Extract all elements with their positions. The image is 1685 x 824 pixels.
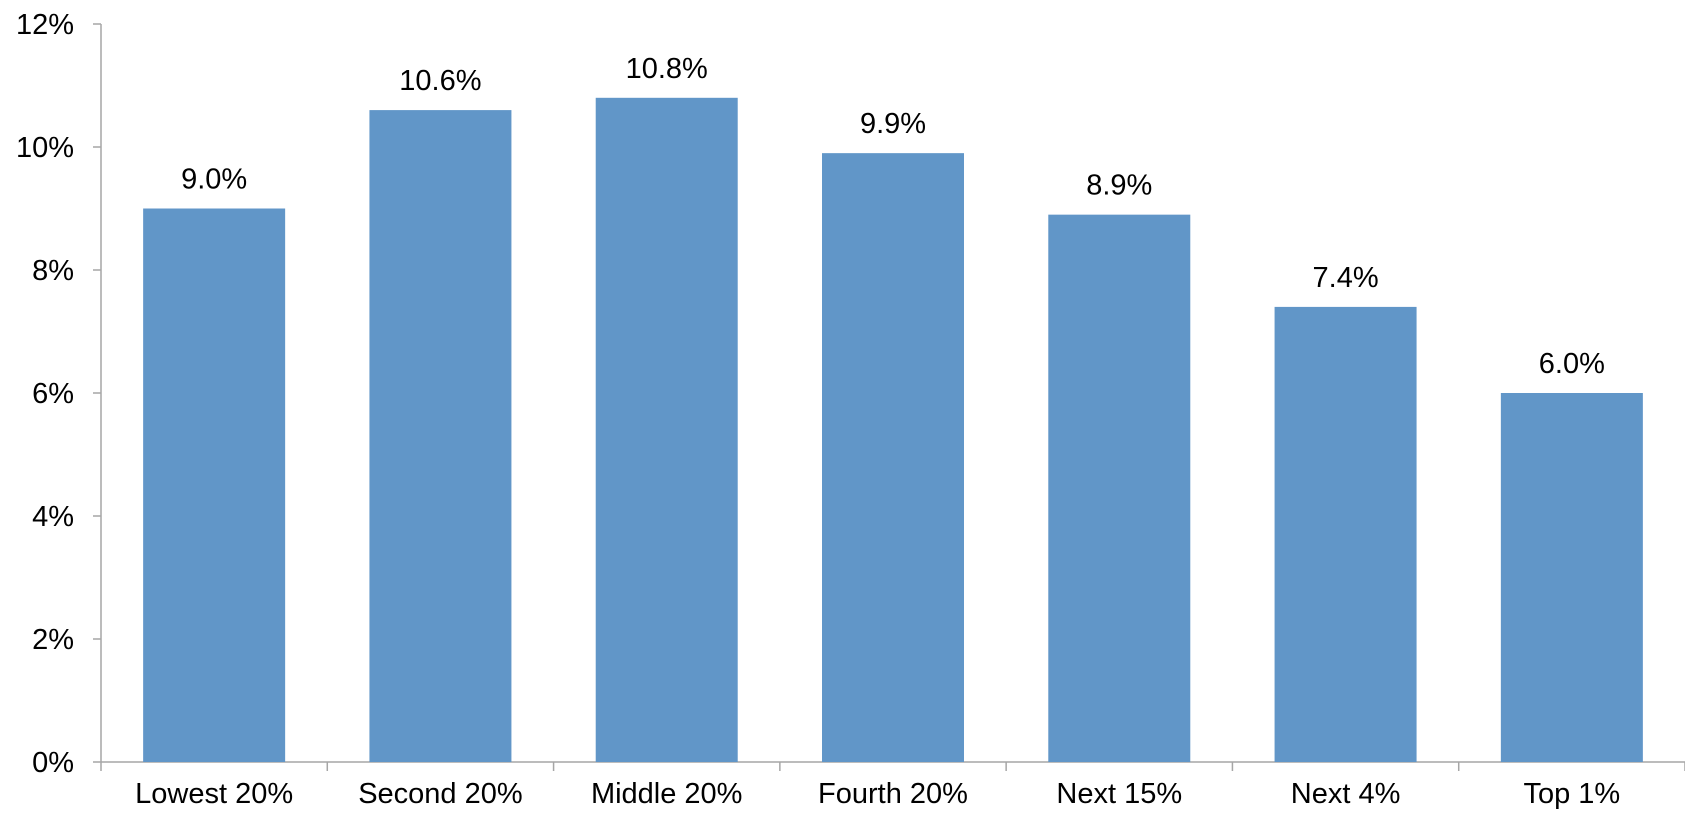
x-category-label: Middle 20% [591, 778, 743, 810]
bar-value-label: 7.4% [1313, 262, 1379, 294]
x-axis: Lowest 20% Second 20% Middle 20% Fourth 20%… [100, 761, 1685, 810]
bar-value-label: 6.0% [1539, 348, 1605, 380]
x-category-label: Lowest 20% [135, 778, 293, 810]
x-category-label: Top 1% [1523, 778, 1620, 810]
bars [143, 97, 1643, 763]
y-tick-label: 8% [32, 255, 74, 287]
bar [822, 153, 964, 762]
y-tick-label: 4% [32, 501, 74, 533]
bar [1500, 393, 1643, 762]
y-tick-label: 2% [32, 624, 74, 656]
bar [595, 97, 738, 763]
bar-value-label: 9.0% [181, 164, 247, 196]
bar [143, 208, 286, 762]
bar [1048, 214, 1191, 762]
bar [369, 110, 512, 763]
y-tick-label: 12% [16, 9, 74, 41]
bar-value-label: 10.6% [399, 65, 481, 97]
y-tick-label: 10% [16, 132, 74, 164]
bar [1274, 306, 1417, 762]
bar-value-label: 8.9% [1086, 170, 1152, 202]
bar-value-label: 10.8% [626, 53, 708, 85]
data-labels: 9.0% 10.6% 10.8% 9.9% 8.9% 7.4% 6.0% [181, 53, 1605, 380]
x-category-label: Next 15% [1056, 778, 1182, 810]
y-tick-label: 6% [32, 378, 74, 410]
y-axis: 0% 2% 4% 6% 8% 10% 12% [16, 9, 102, 779]
x-category-label: Next 4% [1291, 778, 1401, 810]
x-category-label: Second 20% [358, 778, 522, 810]
y-tick-label: 0% [32, 747, 74, 779]
bar-value-label: 9.9% [860, 108, 926, 140]
x-category-label: Fourth 20% [818, 778, 968, 810]
